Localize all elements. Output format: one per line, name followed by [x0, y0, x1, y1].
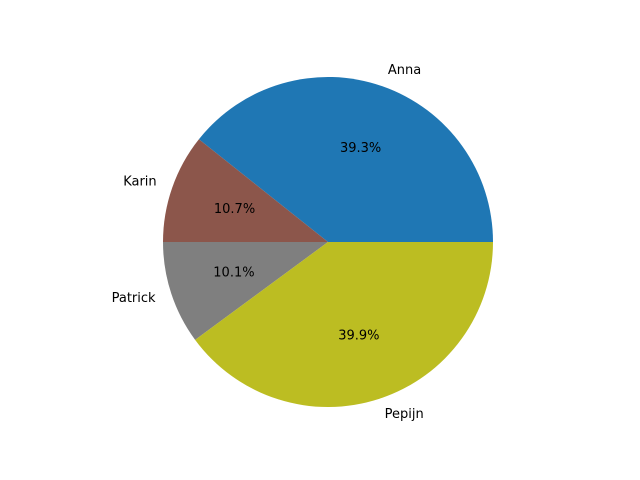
- pct-label-pepijn: 39.9%: [338, 329, 379, 344]
- pct-label-karin: 10.7%: [214, 202, 255, 217]
- pie-slice-patrick: [163, 242, 328, 340]
- pie-slice-karin: [163, 139, 328, 242]
- slice-label-anna: Anna: [388, 63, 421, 78]
- pie-slices: [163, 76, 493, 407]
- pie-slice-anna: [198, 76, 493, 242]
- slice-label-karin: Karin: [123, 175, 156, 190]
- pie-slice-pepijn: [195, 242, 493, 407]
- pct-label-anna: 39.3%: [340, 141, 381, 156]
- slice-label-patrick: Patrick: [112, 291, 156, 306]
- pie-labels: Anna 39.3% Karin 10.7% Patrick 10.1% Pepijn 39.…: [112, 63, 424, 422]
- slice-label-pepijn: Pepijn: [385, 407, 424, 422]
- pct-label-patrick: 10.1%: [213, 265, 254, 280]
